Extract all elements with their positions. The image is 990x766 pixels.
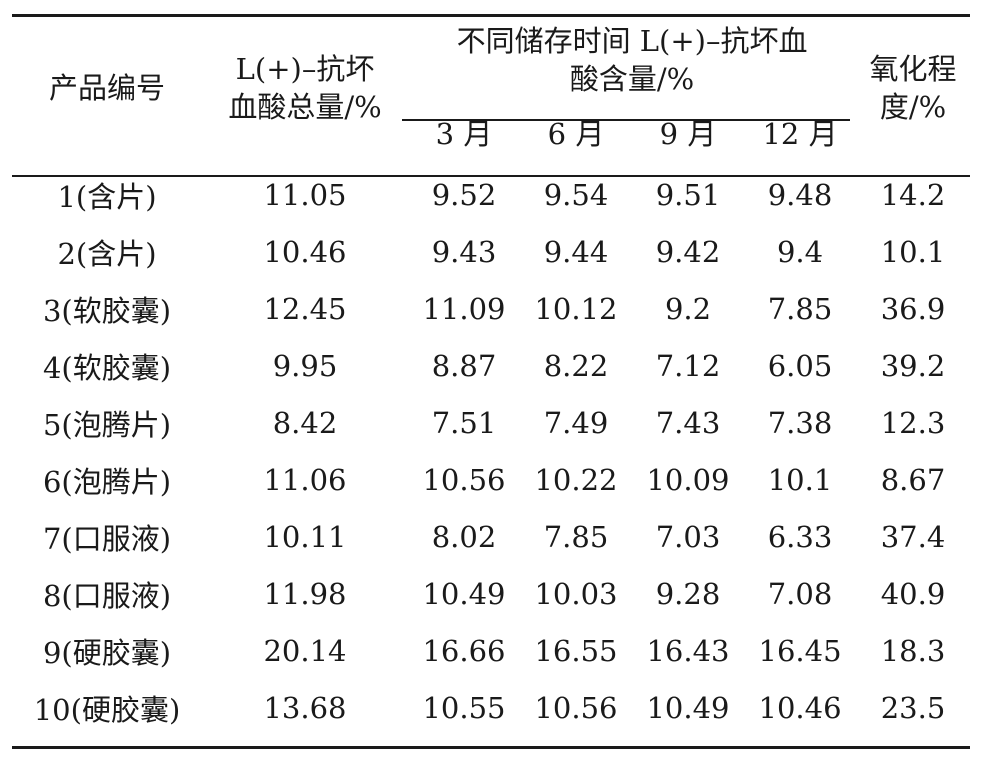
cell-total: 20.14 xyxy=(263,633,347,668)
cell-product-id: 2(含片) xyxy=(57,236,157,271)
cell-product-id: 4(软胶囊) xyxy=(42,350,172,385)
table-row: 7(口服液) 10.11 8.02 7.85 7.03 6.33 37.4 xyxy=(12,508,970,565)
cell-month-3: 8.02 xyxy=(431,519,497,554)
cell-product-id: 8(口服液) xyxy=(42,578,172,613)
cell-month-3: 7.51 xyxy=(431,405,497,440)
cell-month-6: 10.03 xyxy=(534,576,618,611)
table-row: 3(软胶囊) 12.45 11.09 10.12 9.2 7.85 36.9 xyxy=(12,280,970,337)
cell-month-9: 7.03 xyxy=(655,519,721,554)
cell-oxidation: 10.1 xyxy=(880,234,946,269)
cell-month-3: 10.55 xyxy=(422,690,506,725)
cell-month-9: 16.43 xyxy=(646,633,730,668)
cell-total: 12.45 xyxy=(263,291,347,326)
cell-oxidation: 40.9 xyxy=(880,576,946,611)
cell-month-9: 9.2 xyxy=(664,291,712,326)
table-row: 4(软胶囊) 9.95 8.87 8.22 7.12 6.05 39.2 xyxy=(12,337,970,394)
cell-product-id: 10(硬胶囊) xyxy=(33,692,181,727)
cell-month-9: 9.28 xyxy=(655,576,721,611)
header-oxidation: 氧化程 度/% xyxy=(869,52,957,124)
cell-month-12: 10.46 xyxy=(758,690,842,725)
cell-total: 10.11 xyxy=(263,519,347,554)
cell-month-12: 9.48 xyxy=(767,177,833,212)
data-table-container: 产品编号 L(+)–抗坏 血酸总量/% 不同储存时间 L(+)–抗坏血 酸含量/… xyxy=(12,14,970,749)
cell-month-6: 7.85 xyxy=(543,519,609,554)
cell-month-3: 16.66 xyxy=(422,633,506,668)
cell-month-12: 16.45 xyxy=(758,633,842,668)
cell-product-id: 1(含片) xyxy=(57,179,157,214)
cell-month-3: 11.09 xyxy=(422,291,506,326)
table-row: 1(含片) 11.05 9.52 9.54 9.51 9.48 14.2 xyxy=(12,162,970,223)
cell-month-9: 9.42 xyxy=(655,234,721,269)
cell-product-id: 5(泡腾片) xyxy=(42,407,172,442)
cell-month-9: 7.43 xyxy=(655,405,721,440)
cell-oxidation: 12.3 xyxy=(880,405,946,440)
cell-month-9: 10.09 xyxy=(646,462,730,497)
cell-oxidation: 36.9 xyxy=(880,291,946,326)
cell-month-12: 10.1 xyxy=(767,462,833,497)
vitamin-c-table: 产品编号 L(+)–抗坏 血酸总量/% 不同储存时间 L(+)–抗坏血 酸含量/… xyxy=(12,14,970,736)
cell-month-12: 7.38 xyxy=(767,405,833,440)
cell-month-3: 9.52 xyxy=(431,177,497,212)
cell-total: 10.46 xyxy=(263,234,347,269)
header-storage: 不同储存时间 L(+)–抗坏血 酸含量/% xyxy=(456,24,808,96)
table-row: 6(泡腾片) 11.06 10.56 10.22 10.09 10.1 8.67 xyxy=(12,451,970,508)
header-product-id: 产品编号 xyxy=(48,71,165,105)
cell-total: 11.05 xyxy=(263,177,347,212)
cell-total: 11.06 xyxy=(263,462,347,497)
cell-month-3: 10.56 xyxy=(422,462,506,497)
cell-month-9: 10.49 xyxy=(646,690,730,725)
cell-oxidation: 39.2 xyxy=(880,348,946,383)
cell-product-id: 7(口服液) xyxy=(42,521,172,556)
header-month-3: 3 月 xyxy=(435,117,493,151)
cell-month-3: 8.87 xyxy=(431,348,497,383)
cell-oxidation: 23.5 xyxy=(880,690,946,725)
header-bottom-rule xyxy=(12,175,970,177)
cell-month-6: 10.56 xyxy=(534,690,618,725)
cell-month-6: 10.22 xyxy=(534,462,618,497)
cell-month-3: 10.49 xyxy=(422,576,506,611)
storage-subheader-rule xyxy=(402,119,850,121)
cell-total: 8.42 xyxy=(272,405,338,440)
table-row: 8(口服液) 11.98 10.49 10.03 9.28 7.08 40.9 xyxy=(12,565,970,622)
table-row: 2(含片) 10.46 9.43 9.44 9.42 9.4 10.1 xyxy=(12,223,970,280)
table-row: 5(泡腾片) 8.42 7.51 7.49 7.43 7.38 12.3 xyxy=(12,394,970,451)
cell-month-6: 8.22 xyxy=(543,348,609,383)
cell-total: 13.68 xyxy=(263,690,347,725)
bottom-rule xyxy=(12,746,970,749)
table-row: 9(硬胶囊) 20.14 16.66 16.55 16.43 16.45 18.… xyxy=(12,622,970,679)
cell-month-6: 16.55 xyxy=(534,633,618,668)
table-row: 10(硬胶囊) 13.68 10.55 10.56 10.49 10.46 23… xyxy=(12,679,970,736)
cell-month-9: 9.51 xyxy=(655,177,721,212)
cell-oxidation: 18.3 xyxy=(880,633,946,668)
cell-month-12: 7.85 xyxy=(767,291,833,326)
cell-month-6: 9.54 xyxy=(543,177,609,212)
cell-month-12: 9.4 xyxy=(776,234,824,269)
cell-product-id: 3(软胶囊) xyxy=(42,293,172,328)
cell-oxidation: 37.4 xyxy=(880,519,946,554)
header-month-6: 6 月 xyxy=(547,117,605,151)
header-month-12: 12 月 xyxy=(762,117,838,151)
cell-month-12: 7.08 xyxy=(767,576,833,611)
cell-month-6: 9.44 xyxy=(543,234,609,269)
header-month-9: 9 月 xyxy=(659,117,717,151)
top-rule xyxy=(12,14,970,17)
cell-product-id: 9(硬胶囊) xyxy=(42,635,172,670)
cell-product-id: 6(泡腾片) xyxy=(42,464,172,499)
cell-month-6: 7.49 xyxy=(543,405,609,440)
cell-month-3: 9.43 xyxy=(431,234,497,269)
cell-total: 11.98 xyxy=(263,576,347,611)
cell-oxidation: 8.67 xyxy=(880,462,946,497)
header-total: L(+)–抗坏 血酸总量/% xyxy=(228,52,382,124)
cell-month-12: 6.05 xyxy=(767,348,833,383)
cell-month-6: 10.12 xyxy=(534,291,618,326)
cell-total: 9.95 xyxy=(272,348,338,383)
cell-oxidation: 14.2 xyxy=(880,177,946,212)
cell-month-9: 7.12 xyxy=(655,348,721,383)
cell-month-12: 6.33 xyxy=(767,519,833,554)
